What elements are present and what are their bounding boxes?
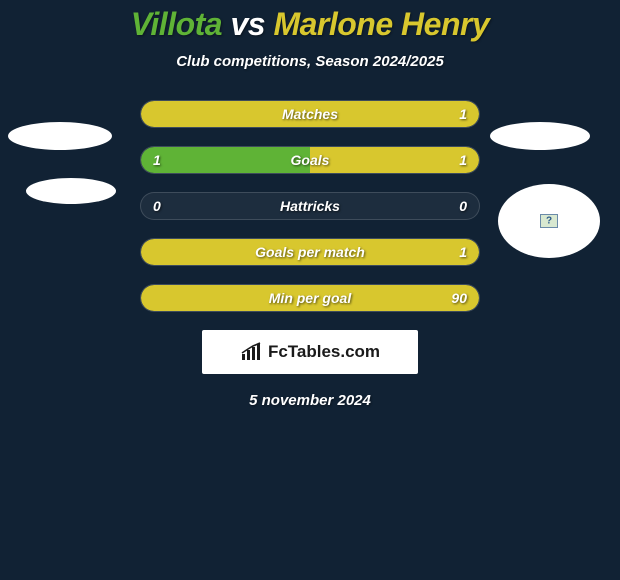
player-right-flag-placeholder <box>498 184 600 258</box>
subtitle: Club competitions, Season 2024/2025 <box>0 53 620 70</box>
stat-value-right: 90 <box>429 290 479 306</box>
date-label: 5 november 2024 <box>0 392 620 409</box>
broken-image-icon <box>540 214 558 228</box>
player-left-name: Villota <box>131 6 222 42</box>
player-left-flag-placeholder <box>26 178 116 204</box>
player-right-photo-placeholder <box>490 122 590 150</box>
stat-row: Min per goal90 <box>140 284 480 312</box>
brand-chart-icon <box>240 342 264 362</box>
stat-label: Matches <box>191 106 429 122</box>
stat-row: Goals per match1 <box>140 238 480 266</box>
stat-value-right: 1 <box>429 244 479 260</box>
stats-table: Matches11Goals10Hattricks0Goals per matc… <box>140 100 480 312</box>
player-right-name: Marlone Henry <box>273 6 489 42</box>
vs-separator: vs <box>222 6 273 42</box>
brand-badge[interactable]: FcTables.com <box>202 330 418 374</box>
stat-row: 0Hattricks0 <box>140 192 480 220</box>
stat-value-right: 1 <box>429 152 479 168</box>
stat-label: Goals per match <box>191 244 429 260</box>
stat-value-left: 0 <box>141 198 191 214</box>
comparison-title: Villota vs Marlone Henry <box>0 0 620 43</box>
player-left-photo-placeholder <box>8 122 112 150</box>
stat-label: Hattricks <box>191 198 429 214</box>
stat-row: 1Goals1 <box>140 146 480 174</box>
brand-text: FcTables.com <box>268 342 380 362</box>
stat-value-left: 1 <box>141 152 191 168</box>
stat-label: Goals <box>191 152 429 168</box>
stat-label: Min per goal <box>191 290 429 306</box>
stat-value-right: 1 <box>429 106 479 122</box>
stat-row: Matches1 <box>140 100 480 128</box>
stat-value-right: 0 <box>429 198 479 214</box>
